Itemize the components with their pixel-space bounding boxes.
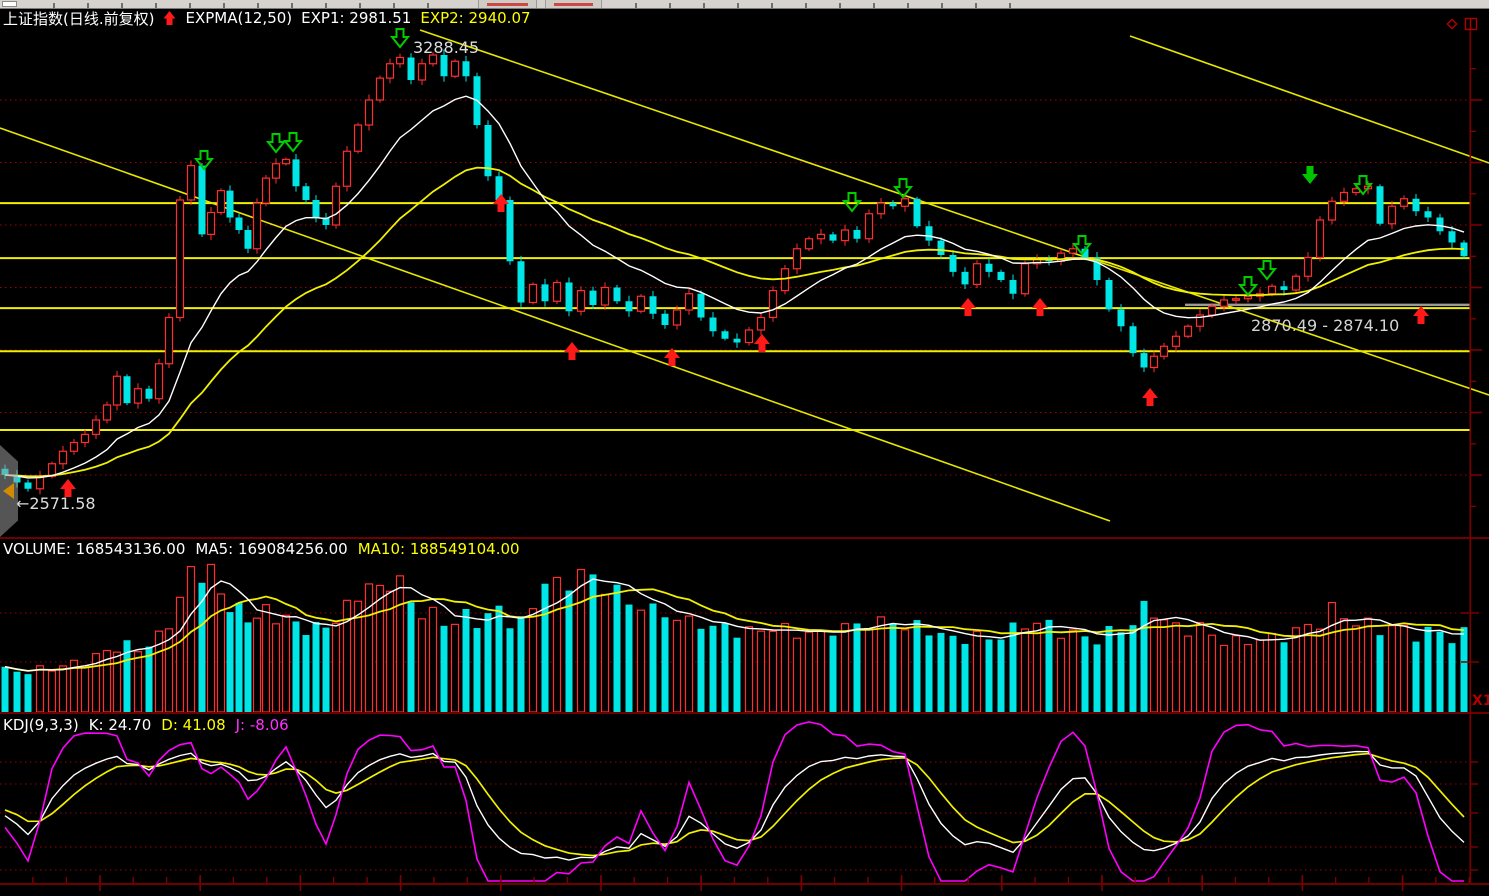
menu-bar[interactable] bbox=[0, 0, 1489, 9]
gap-range-label: 2870.49 - 2874.10 bbox=[1251, 316, 1400, 335]
volume-ma5-value: MA5: 169084256.00 bbox=[195, 540, 348, 558]
volume-value[interactable]: VOLUME: 168543136.00 bbox=[3, 540, 186, 558]
kdj-header: KDJ(9,3,3) K: 24.70 D: 41.08 J: -8.06 bbox=[3, 716, 289, 734]
peak-price-label: 3288.45 bbox=[413, 38, 480, 57]
diamond-icon[interactable] bbox=[1444, 16, 1460, 32]
symbol-title: 上证指数(日线.前复权) bbox=[3, 9, 155, 28]
menu-items-cropped[interactable] bbox=[612, 3, 1042, 8]
main-chart-header: 上证指数(日线.前复权) EXPMA(12,50) EXP1: 2981.51 … bbox=[3, 9, 531, 28]
left-arrow-icon bbox=[3, 483, 14, 499]
scroll-left-button[interactable] bbox=[0, 445, 18, 537]
exp1-value: EXP1: 2981.51 bbox=[301, 9, 412, 27]
pane-window-controls bbox=[1444, 16, 1479, 32]
kdj-k-value: K: 24.70 bbox=[88, 716, 152, 734]
volume-ma10-value: MA10: 188549104.00 bbox=[357, 540, 520, 558]
kdj-name[interactable]: KDJ(9,3,3) bbox=[3, 716, 79, 734]
index-quote-chip[interactable] bbox=[478, 0, 537, 8]
menu-items-cropped[interactable] bbox=[30, 3, 460, 8]
app-logo-icon[interactable] bbox=[2, 1, 17, 7]
up-arrow-icon bbox=[163, 11, 176, 25]
indicator-name[interactable]: EXPMA(12,50) bbox=[185, 9, 293, 27]
kdj-j-value: J: -8.06 bbox=[235, 716, 289, 734]
zoom-level-label: X1 bbox=[1472, 693, 1489, 709]
exp2-value: EXP2: 2940.07 bbox=[420, 9, 531, 27]
index-quote-chip[interactable] bbox=[545, 0, 602, 8]
low-price-label: ←2571.58 bbox=[16, 494, 96, 513]
tiled-window-icon[interactable] bbox=[1464, 16, 1479, 32]
volume-header: VOLUME: 168543136.00 MA5: 169084256.00 M… bbox=[3, 540, 520, 558]
kdj-d-value: D: 41.08 bbox=[161, 716, 226, 734]
